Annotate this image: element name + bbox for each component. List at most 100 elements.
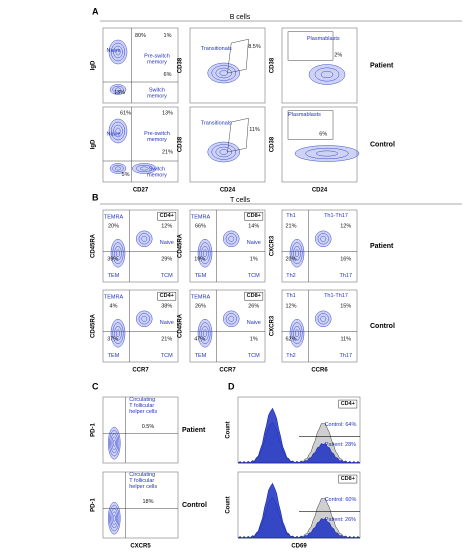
y-axis-label: PD-1: [91, 498, 97, 512]
gate-percent: 1%: [250, 336, 258, 342]
gate-percent: 1%: [250, 256, 258, 262]
gate-label: Th17: [339, 273, 352, 279]
gate-percent: 5%: [122, 172, 130, 178]
panel-letter: A: [92, 6, 99, 16]
density-contour: [317, 233, 329, 245]
plot: CD38 CD24 Transitionals 11%: [178, 106, 266, 194]
gate-percent: 20%: [108, 223, 119, 229]
density-contour: [207, 62, 240, 84]
plot-frame: [189, 106, 266, 183]
label-line: Pre-switch: [144, 54, 170, 60]
gate-label: Pre-switch memory: [144, 131, 170, 143]
density-contour: [114, 325, 122, 341]
density-contour: [215, 67, 232, 79]
y-axis-label: IgD: [91, 139, 97, 149]
density-contour: [111, 436, 117, 450]
gate-label: Plasmablasts: [288, 112, 321, 118]
gate-label: Naive: [160, 240, 174, 246]
gate-label: TCM: [161, 273, 173, 279]
plot: CD38 Plasmablasts 2%: [270, 27, 358, 104]
density-contour: [294, 145, 360, 162]
gate-percent: 12%: [340, 223, 351, 229]
label-box: [338, 474, 358, 484]
gate-percent: Patient: 28%: [325, 442, 356, 448]
plot: CXCR3 Th1 Th1-Th17 21% 12% 20% 16% Th2 Th17: [270, 209, 358, 283]
density-contour: [225, 233, 237, 245]
density-contour: [112, 322, 124, 344]
gate-label: Th2: [286, 353, 295, 359]
density-contour: [115, 166, 121, 171]
y-axis-label: CXCR3: [270, 315, 276, 336]
density-contour: [315, 230, 332, 248]
label-box: [157, 291, 177, 301]
label-box: [157, 211, 177, 221]
gate-percent: 29%: [161, 256, 172, 262]
density-contour: [112, 164, 124, 173]
gate-percent: 2%: [334, 52, 342, 58]
x-axis-label: CXCR5: [130, 544, 151, 550]
plot: CD45RA CD8+ TEMRA 66% 14% Naive 19% 1% TEM TCM: [178, 209, 266, 283]
density-contour: [110, 238, 126, 268]
density-contour: [109, 505, 120, 532]
gate-percent: 13%: [162, 110, 173, 116]
density-contour: [295, 249, 299, 257]
density-contour: [199, 242, 211, 264]
plot: CD45RA CCR7 CD4+ TEMRA 4% 38% Naive 37% 21% TEM TC…: [91, 289, 179, 374]
plot: CD45RA CCR7 CD8+ TEMRA 26% 26% Naive 47% 1% TEM TC…: [178, 289, 266, 374]
gate-percent: 38%: [161, 303, 172, 309]
density-contour: [132, 163, 157, 174]
y-axis-label: CD38: [270, 136, 276, 152]
gate-percent: 1%: [164, 33, 172, 39]
row-label: Control: [370, 141, 395, 148]
label-box: [244, 291, 264, 301]
row-label: Control: [182, 502, 207, 509]
label-line: Circulating: [129, 473, 155, 479]
gate-percent: 39%: [107, 256, 118, 262]
density-contour: [141, 235, 148, 242]
gate-label: Th1: [286, 293, 295, 299]
label-line: memory: [147, 137, 167, 143]
label-line: memory: [147, 94, 167, 100]
x-axis-label: CCR6: [311, 368, 328, 374]
gate-label: Naive: [106, 131, 120, 137]
gate-percent: 62%: [285, 336, 296, 342]
y-axis-label: CD45RA: [91, 313, 97, 338]
gate: [287, 31, 334, 61]
x-axis-label: CD24: [220, 188, 236, 194]
y-axis-label: CD38: [270, 57, 276, 73]
density-contour: [315, 310, 332, 328]
label-line: Switch: [149, 167, 165, 173]
density-contour: [295, 329, 299, 337]
gate-percent: 26%: [248, 303, 259, 309]
density-contour: [293, 325, 301, 341]
y-axis-label: CD45RA: [178, 313, 184, 338]
gate-percent: 26%: [195, 303, 206, 309]
gate-percent: 8.5%: [248, 44, 261, 50]
gate-label: CD4+: [341, 401, 355, 407]
gate-label: Th17: [339, 353, 352, 359]
gate-label: Pre-switch memory: [144, 54, 170, 66]
density-contour: [111, 42, 125, 62]
density-contour: [115, 127, 121, 135]
gate-label: Plasmablasts: [307, 36, 340, 42]
gate-label: Th1: [286, 213, 295, 219]
density-contour: [228, 235, 235, 242]
x-axis-label: CD27: [133, 188, 149, 194]
gate-label: TEMRA: [104, 295, 124, 301]
density-contour: [308, 64, 346, 85]
gate-label: Th1-Th17: [324, 293, 348, 299]
y-axis-label: CXCR3: [270, 235, 276, 256]
density-contour: [203, 249, 207, 257]
density-contour: [112, 439, 116, 447]
gate-label: TEM: [108, 273, 120, 279]
label-line: Pre-switch: [144, 131, 170, 137]
density-contour: [320, 315, 327, 322]
plot: CD38 Transitionals 8.5%: [178, 27, 266, 104]
density-contour: [116, 329, 120, 337]
gate-percent: 21%: [161, 336, 172, 342]
density-contour: [316, 150, 338, 157]
density-contour: [109, 430, 120, 457]
label-line: T follicular: [129, 479, 154, 485]
